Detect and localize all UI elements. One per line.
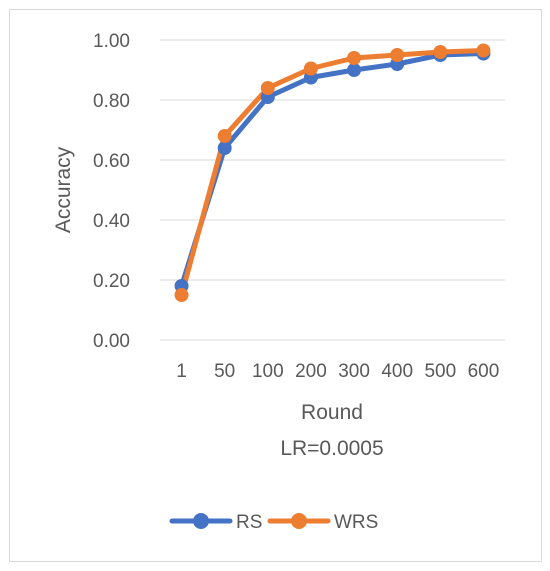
x-tick-label: 50 — [214, 361, 235, 382]
y-tick-label: 0.60 — [93, 151, 130, 172]
x-tick-labels: 1 50 100 200 300 400 500 600 — [176, 361, 499, 382]
legend-label: WRS — [334, 512, 378, 533]
y-tick-label: 0.20 — [93, 271, 130, 292]
data-point — [217, 141, 232, 155]
series-lines — [179, 48, 486, 298]
x-axis-title: Round — [301, 401, 363, 424]
x-axis-subtitle: LR=0.0005 — [280, 437, 383, 460]
x-tick-label: 500 — [424, 361, 456, 382]
series-line — [179, 48, 486, 298]
data-point — [390, 48, 405, 62]
x-tick-label: 1 — [176, 361, 187, 382]
y-tick-labels: 0.00 0.20 0.40 0.60 0.80 1.00 — [93, 31, 130, 352]
y-tick-label: 0.00 — [93, 331, 130, 352]
data-point — [303, 61, 318, 76]
y-tick-label: 1.00 — [93, 31, 130, 52]
legend-marker — [193, 513, 209, 529]
data-point — [217, 129, 232, 143]
y-tick-label: 0.80 — [93, 91, 130, 112]
data-point — [347, 51, 362, 65]
y-axis-title: Accuracy — [52, 146, 75, 233]
legend-marker — [291, 513, 307, 529]
x-tick-label: 100 — [252, 361, 284, 382]
data-point — [174, 288, 189, 302]
x-tick-label: 400 — [381, 361, 413, 382]
series-line — [179, 51, 486, 289]
x-tick-label: 600 — [468, 361, 500, 382]
x-tick-label: 300 — [338, 361, 370, 382]
series-points — [174, 43, 491, 302]
legend: RS WRS — [169, 512, 378, 533]
gridlines — [160, 39, 505, 341]
data-point — [476, 43, 491, 58]
data-point — [433, 45, 448, 59]
chart-frame — [9, 9, 542, 562]
data-point — [347, 63, 362, 77]
legend-label: RS — [236, 512, 262, 533]
y-tick-label: 0.40 — [93, 211, 130, 232]
data-point — [260, 81, 275, 95]
x-tick-label: 200 — [295, 361, 327, 382]
